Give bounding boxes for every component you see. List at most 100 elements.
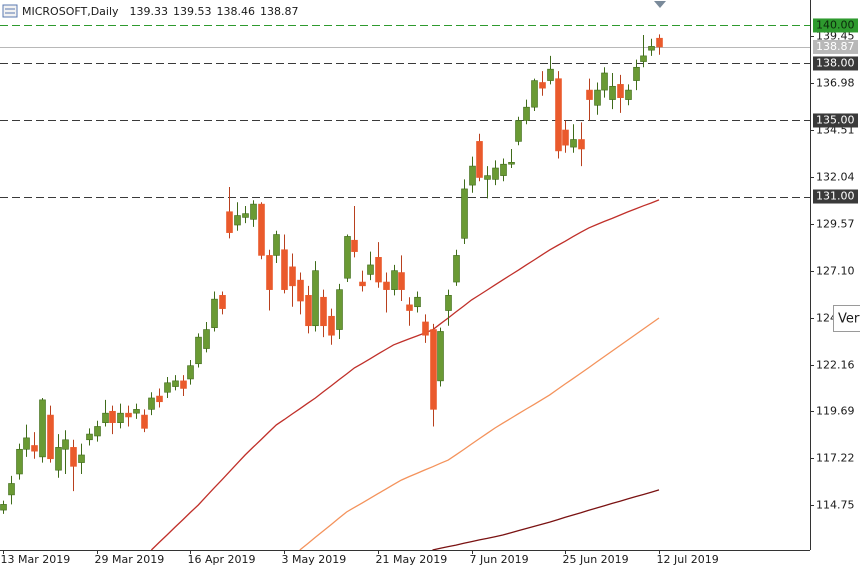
candle-body: [609, 85, 616, 100]
y-tick-label: 139.45: [816, 30, 855, 43]
y-tick-label: 117.22: [816, 452, 855, 465]
moving-average-line: [432, 489, 660, 551]
candle-body: [367, 264, 374, 275]
candle-body: [250, 203, 257, 220]
candle-body: [289, 266, 296, 287]
candle-body: [195, 336, 202, 365]
candle-body: [351, 239, 358, 252]
candle-body: [117, 412, 124, 423]
candle-body: [344, 236, 351, 279]
level-label: 135.00: [816, 113, 855, 126]
candle-body: [406, 304, 413, 311]
candle-body: [640, 55, 647, 62]
candle-body: [86, 433, 93, 441]
symbol-icon: [2, 4, 18, 18]
ohlc-value: 138.46: [217, 5, 256, 18]
candle-body: [422, 321, 429, 336]
moving-average-line: [299, 317, 660, 551]
candle-body: [156, 395, 163, 403]
x-tick-label: 29 Mar 2019: [95, 553, 165, 566]
candle-body: [476, 141, 483, 178]
candle-body: [47, 414, 54, 460]
candle-body: [148, 397, 155, 410]
candle-body: [211, 298, 218, 328]
candle-body: [312, 270, 319, 327]
candle-body: [336, 289, 343, 330]
symbol-title: MICROSOFT,Daily: [22, 5, 119, 18]
candle-body: [234, 215, 241, 226]
candle-body: [0, 504, 7, 511]
candle-body: [562, 129, 569, 146]
candle-body: [109, 410, 116, 423]
ohlc-value: 138.87: [260, 5, 299, 18]
candle-body: [94, 426, 101, 437]
candle-body: [555, 78, 562, 152]
candle-body: [633, 66, 640, 81]
candle-body: [133, 409, 140, 414]
candle-body: [187, 365, 194, 380]
candle-body: [31, 445, 38, 452]
candle-body: [391, 270, 398, 290]
level-label: 131.00: [816, 190, 855, 203]
level-label-box: [813, 56, 858, 71]
x-tick-label: 13 Mar 2019: [1, 553, 71, 566]
candle-body: [430, 329, 437, 410]
candle-body: [328, 315, 335, 336]
y-tick-label: 129.57: [816, 218, 855, 231]
candle-body: [359, 281, 366, 287]
candle-body: [55, 447, 62, 471]
candle-body: [398, 272, 405, 290]
x-tick-label: 25 Jun 2019: [563, 553, 629, 566]
candle-body: [578, 139, 585, 150]
candle-body: [78, 454, 85, 463]
candle-body: [523, 106, 530, 121]
level-label-box: [813, 113, 858, 128]
candle-body: [219, 295, 226, 309]
tooltip-box: [833, 305, 860, 332]
candle-body: [594, 89, 601, 106]
moving-average-line: [150, 199, 660, 551]
ohlc-value: 139.53: [173, 5, 212, 18]
candle-body: [617, 84, 624, 98]
candle-body: [70, 447, 77, 467]
price-label-box: [813, 39, 858, 54]
candle-body: [16, 448, 23, 475]
candle-body: [125, 412, 132, 418]
candle-body: [258, 203, 265, 256]
tooltip-text: Vert: [838, 312, 860, 327]
candle-body: [492, 167, 499, 180]
candle-body: [305, 295, 312, 327]
candle-body: [547, 68, 554, 81]
candle-body: [141, 414, 148, 429]
candle-body: [297, 279, 304, 302]
x-tick-label: 12 Jul 2019: [657, 553, 719, 566]
candle-body: [437, 331, 444, 382]
ohlc-value: 139.33: [130, 5, 169, 18]
y-tick-label: 127.10: [816, 265, 855, 278]
candle-body: [273, 234, 280, 256]
candle-body: [414, 296, 421, 308]
y-tick-label: 114.75: [816, 499, 855, 512]
candle-body: [656, 37, 663, 48]
candle-body: [23, 437, 30, 450]
candle-body: [625, 89, 632, 100]
candle-body: [383, 281, 390, 290]
candle-body: [484, 175, 491, 180]
candle-body: [601, 72, 608, 91]
x-tick-label: 3 May 2019: [282, 553, 347, 566]
candle-body: [242, 213, 249, 218]
x-tick-label: 21 May 2019: [376, 553, 448, 566]
candle-body: [469, 165, 476, 186]
candle-body: [570, 139, 577, 148]
candle-body: [226, 211, 233, 233]
level-label: 138.00: [816, 56, 855, 69]
x-tick-label: 16 Apr 2019: [188, 553, 256, 566]
candle-body: [500, 163, 507, 176]
candle-body: [375, 257, 382, 283]
candle-body: [172, 380, 179, 387]
chart-header: MICROSOFT,Daily 139.33 139.53 138.46 138.87: [2, 4, 299, 18]
level-label-box: [813, 189, 858, 204]
candle-body: [281, 249, 288, 290]
